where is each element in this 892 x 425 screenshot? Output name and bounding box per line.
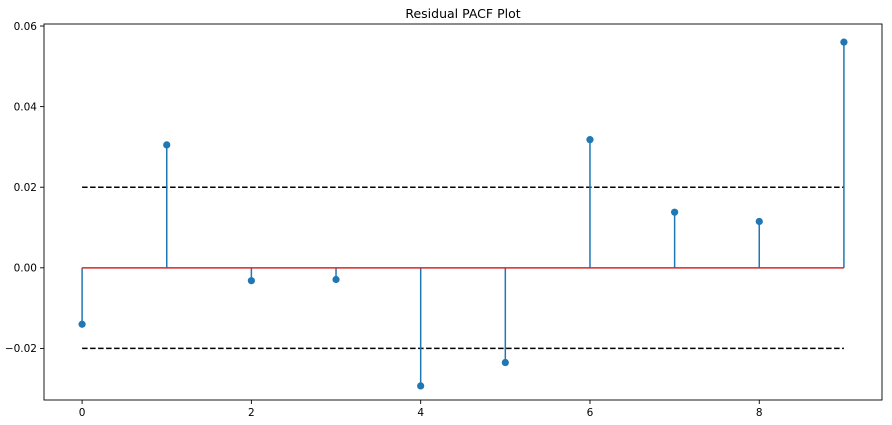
stem-marker-lag-0: [78, 320, 86, 328]
y-tick-label: 0.06: [14, 21, 38, 33]
stem-marker-lag-6: [586, 136, 594, 144]
stem-marker-lag-7: [671, 208, 679, 216]
x-tick-label: 6: [587, 407, 594, 419]
axes: 0 2 4 6 8 −0.02 0.00 0.02 0.04 0.06: [5, 21, 883, 419]
y-tick-label: −0.02: [5, 343, 37, 355]
x-tick-label: 4: [417, 407, 424, 419]
x-tick-label: 0: [79, 407, 86, 419]
plot-area: [78, 38, 848, 390]
x-tick-label: 8: [756, 407, 763, 419]
y-tick-label: 0.02: [14, 182, 37, 194]
x-tick-label: 2: [248, 407, 255, 419]
stem-marker-lag-9: [840, 38, 848, 46]
stem-marker-lag-8: [755, 217, 763, 226]
stem-marker-lag-3: [332, 275, 340, 284]
chart-title: Residual PACF Plot: [405, 6, 520, 21]
y-tick-label: 0.04: [14, 101, 38, 113]
axes-frame: [43, 23, 883, 401]
stem-marker-lag-5: [501, 358, 509, 367]
stem-marker-lag-1: [163, 141, 171, 149]
stem-marker-lag-4: [417, 382, 425, 390]
y-tick-label: 0.00: [14, 263, 37, 275]
stem-marker-lag-2: [247, 277, 255, 285]
